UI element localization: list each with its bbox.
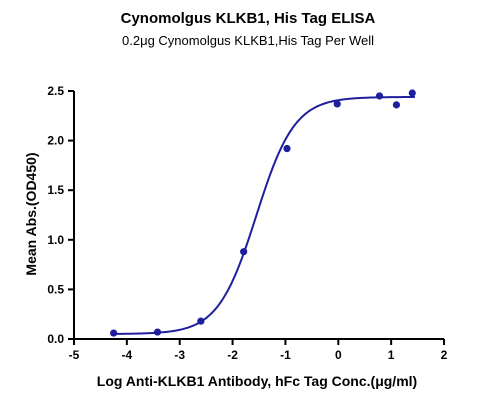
x-tick-label: -2 [227,348,238,362]
y-axis-label: Mean Abs.(OD450) [23,152,39,275]
data-point [240,248,248,256]
data-point [283,144,291,153]
x-tick-label: -5 [69,348,80,362]
y-tick-label: 2.5 [47,84,64,98]
y-tick-label: 0.5 [47,282,64,296]
x-tick-label: 2 [441,348,448,362]
data-point [110,329,118,337]
y-tick-label: 1.5 [47,183,64,197]
data-point [375,92,384,100]
x-tick-label: -1 [280,348,291,362]
chart-subtitle: 0.2μg Cynomolgus KLKB1,His Tag Per Well [122,33,374,48]
x-tick-label: -3 [174,348,185,362]
axes [68,90,445,345]
y-tick-label: 1.0 [47,233,64,247]
data-point [408,89,416,97]
data-point [153,328,162,336]
x-tick-label: 0 [335,348,342,362]
x-tick-label: 1 [388,348,395,362]
data-points [110,89,416,337]
x-axis-label: Log Anti-KLKB1 Antibody, hFc Tag Conc.(μ… [97,373,417,389]
data-point [333,100,341,108]
y-tick-label: 2.0 [47,134,64,148]
tick-labels: -5 -4 -3 -2 -1 0 1 2 0.0 0.5 1.0 1.5 2.0 2.5 [47,84,447,362]
chart-title: Cynomolgus KLKB1, His Tag ELISA [121,10,376,27]
data-point [197,317,205,325]
fit-curve [110,96,415,335]
fit-curve-group [110,96,415,335]
y-tick-label: 0.0 [47,332,64,346]
data-point [392,101,401,109]
x-tick-label: -4 [122,348,133,362]
